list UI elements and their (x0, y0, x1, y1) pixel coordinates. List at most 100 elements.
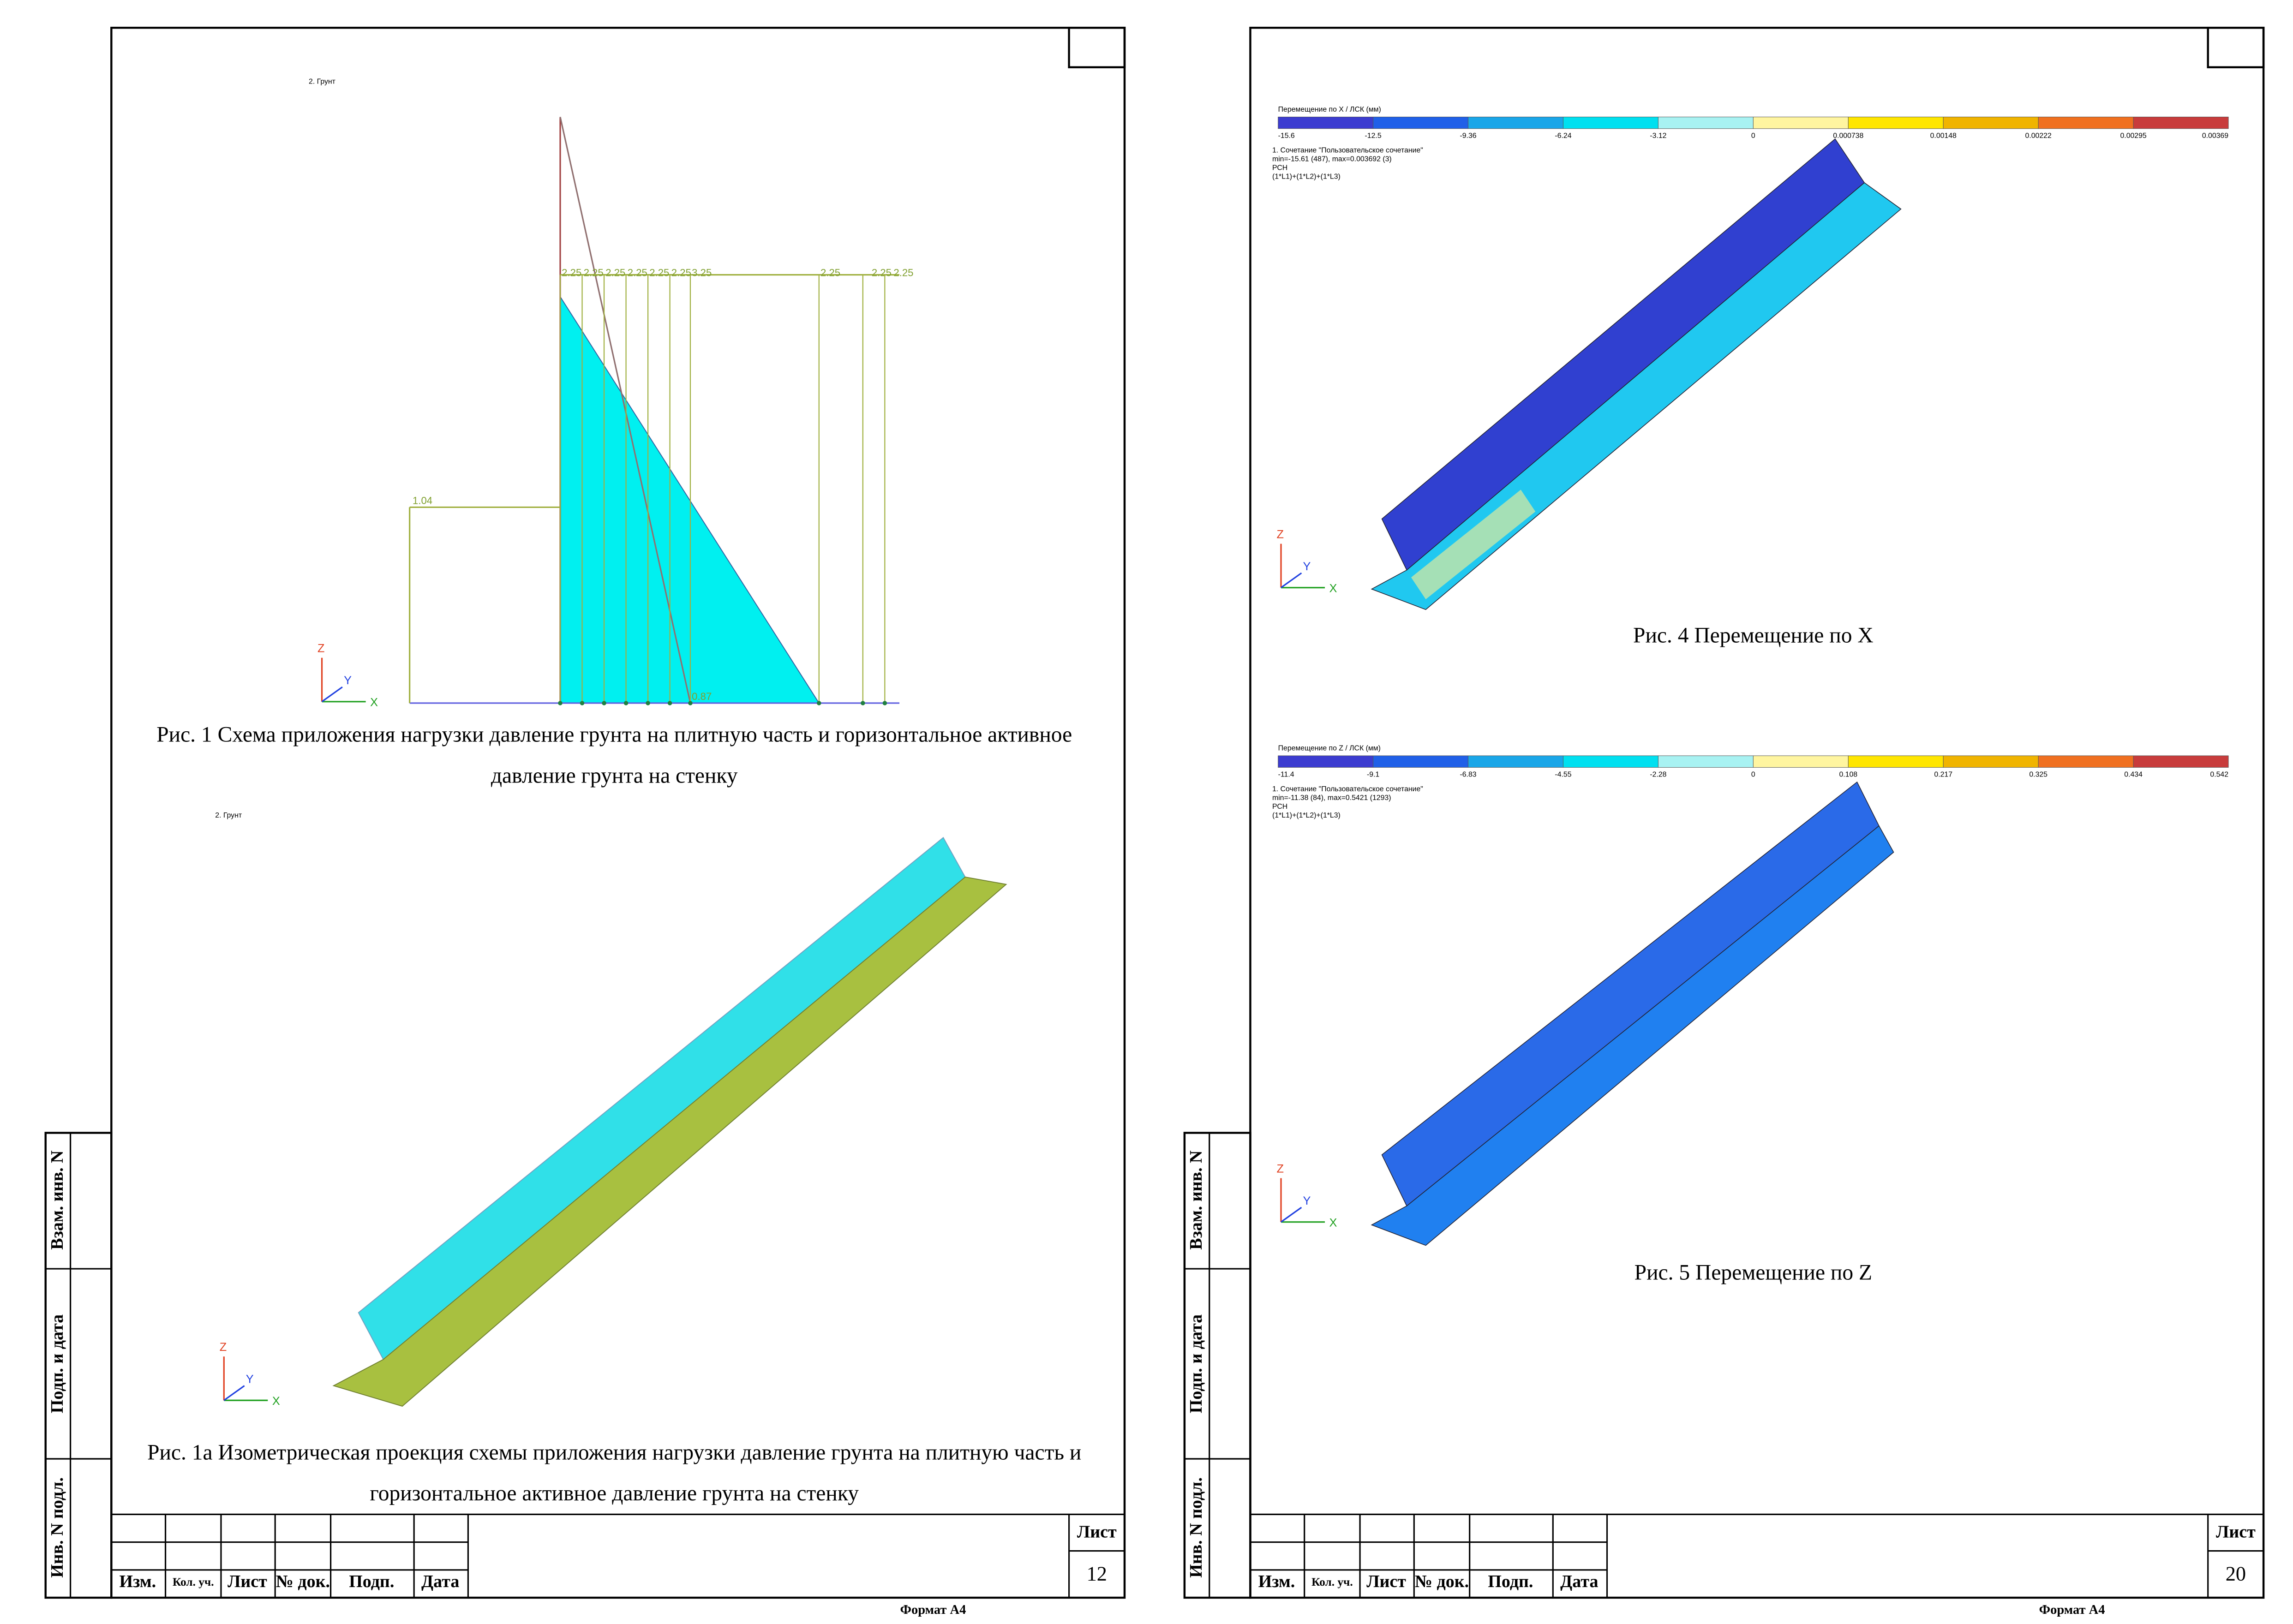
load-label: 2.25 (893, 267, 913, 278)
axis-y (321, 686, 343, 703)
load-label: 2.25 (820, 267, 840, 278)
legend-value: -4.55 (1555, 770, 1571, 778)
stamp-column: Подп. (1488, 1572, 1533, 1591)
stamp-column: Кол. уч. (173, 1576, 214, 1588)
sheet-label: Лист (2216, 1522, 2256, 1541)
axis-label: Z (220, 1341, 227, 1354)
legend-swatch (2133, 116, 2229, 129)
sheet-number: 12 (1087, 1562, 1107, 1585)
sheet-number: 20 (2226, 1562, 2246, 1585)
axis-label: Z (1276, 528, 1283, 541)
load-label: 2.25 (605, 267, 625, 278)
axis-label: Z (317, 642, 324, 655)
caption: горизонтальное активное давление грунта … (370, 1481, 859, 1505)
combination-info: РСН (1272, 164, 1287, 172)
axis-label: Y (246, 1373, 254, 1386)
axis-label: Y (344, 674, 352, 687)
caption: Рис. 5 Перемещение по Z (1634, 1261, 1872, 1285)
legend-value: 0.542 (2210, 770, 2228, 778)
side-label: Подп. и дата (1186, 1314, 1206, 1413)
legend-value: -6.83 (1460, 770, 1476, 778)
legend-swatch (1373, 116, 1469, 129)
slab-iso (1371, 825, 1894, 1246)
node (667, 701, 672, 705)
legend-value: 0.434 (2124, 770, 2143, 778)
legend-swatch (2038, 116, 2134, 129)
legend-swatch (1848, 755, 1944, 768)
corner-box (2207, 26, 2265, 68)
legend-swatch (1943, 755, 2039, 768)
sheet-label: Лист (1077, 1522, 1117, 1541)
node (558, 701, 563, 705)
format: Формат А4 (900, 1603, 966, 1617)
side-label: Подп. и дата (48, 1314, 67, 1413)
node (882, 701, 887, 705)
stamp-column: Подп. (349, 1572, 394, 1591)
caption: Рис. 4 Перемещение по X (1633, 623, 1874, 647)
node (623, 701, 629, 705)
load-case: 2. Грунт (309, 78, 335, 86)
axis-y (1281, 1206, 1302, 1223)
node (688, 701, 693, 705)
node (646, 701, 650, 705)
corner-box (1068, 26, 1126, 68)
stamp-column: Лист (1366, 1572, 1406, 1591)
load-label: 2.25 (872, 267, 892, 278)
legend-swatch (1658, 116, 1754, 129)
load-case: 2. Грунт (215, 812, 242, 819)
legend-value: 0 (1751, 770, 1755, 778)
axis-label: X (1329, 1217, 1337, 1230)
load-label: 3.25 (692, 267, 712, 278)
axis-label: X (370, 696, 378, 709)
legend-swatch (1848, 116, 1944, 129)
sheet-frame (1249, 26, 2265, 1599)
legend-title: Перемещение по Z / ЛСК (мм) (1278, 744, 1381, 752)
axis-label: Y (1303, 1194, 1311, 1207)
node (602, 701, 606, 705)
axis-y (1281, 572, 1302, 588)
legend-swatch (1753, 755, 1849, 768)
side-label: Взам. инв. N (1186, 1151, 1206, 1250)
legend-swatch (1373, 755, 1469, 768)
combination-info: min=-11.38 (84), max=0.5421 (1293) (1272, 794, 1391, 802)
caption: давление грунта на стенку (491, 764, 738, 788)
stamp-column: Дата (1560, 1572, 1598, 1591)
caption: Рис. 1а Изометрическая проекция схемы пр… (147, 1440, 1081, 1464)
axis-label: Z (1276, 1162, 1283, 1175)
legend-swatch (1278, 755, 1374, 768)
legend-swatch (1563, 116, 1658, 129)
slab-iso (1371, 182, 1902, 610)
legend-swatch (1658, 755, 1754, 768)
side-label: Инв. N подл. (1186, 1477, 1206, 1578)
legend-value: -11.4 (1278, 770, 1294, 778)
legend-value: 0.00369 (2202, 132, 2228, 140)
sheet-frame (110, 26, 1126, 1599)
stamp-column: Изм. (120, 1572, 156, 1591)
slab-iso (332, 876, 1007, 1407)
legend-swatch (1753, 116, 1849, 129)
wall-iso (1381, 781, 1880, 1207)
axis-label: Y (1303, 560, 1311, 573)
load-label: 2.25 (584, 267, 604, 278)
legend-value: -12.5 (1365, 132, 1382, 140)
legend-value: -9.1 (1367, 770, 1379, 778)
legend-swatch (1563, 755, 1658, 768)
wall-iso (1381, 138, 1865, 571)
combination-info: 1. Сочетание "Пользовательское сочетание… (1272, 147, 1423, 155)
legend-swatch (1468, 116, 1563, 129)
legend-value: 0.108 (1839, 770, 1857, 778)
legend-value: -3.12 (1650, 132, 1666, 140)
legend-value: -2.28 (1650, 770, 1666, 778)
side-label: Инв. N подл. (48, 1477, 67, 1578)
axis-label: X (1329, 582, 1337, 595)
stamp-column: Дата (421, 1572, 459, 1591)
caption: Рис. 1 Схема приложения нагрузки давлени… (156, 723, 1072, 747)
strut (559, 117, 691, 704)
load-label: 2.25 (649, 267, 669, 278)
load-label: 1.04 (413, 495, 432, 507)
side-strip (44, 1132, 113, 1599)
format: Формат А4 (2039, 1603, 2105, 1617)
legend-value: -15.6 (1278, 132, 1295, 140)
legend-swatch (1468, 755, 1563, 768)
node (861, 701, 865, 705)
